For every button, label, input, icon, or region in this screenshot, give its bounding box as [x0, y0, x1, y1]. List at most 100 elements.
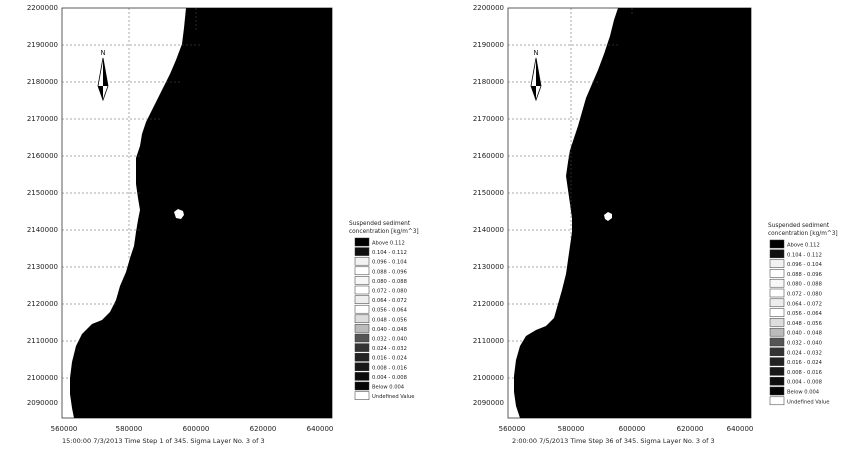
legend-entry-label: 0.016 - 0.024: [372, 356, 408, 362]
legend-title: concentration [kg/m^3]: [768, 231, 838, 237]
x-axis-ticks: 560000 580000 600000 620000 640000: [499, 425, 754, 433]
legend-swatch: [769, 396, 785, 406]
legend-entry-label: 0.064 - 0.072: [372, 298, 407, 304]
legend-entry-label: 0.016 - 0.024: [787, 360, 823, 366]
legend-swatch: [769, 376, 785, 386]
legend-swatch: [354, 343, 370, 352]
x-tick-label: 640000: [727, 425, 754, 433]
map-caption: 15:00:00 7/3/2013 Time Step 1 of 345. Si…: [62, 437, 265, 445]
y-tick-label: 2190000: [473, 41, 504, 49]
x-tick-label: 620000: [677, 425, 704, 433]
y-tick-label: 2100000: [27, 374, 58, 382]
legend-title: Suspended sediment: [349, 221, 411, 227]
legend: Suspended sediment concentration [kg/m^3…: [349, 221, 419, 400]
legend-entry-label: Above 0.112: [787, 243, 820, 249]
x-tick-label: 560000: [51, 425, 78, 433]
legend-entry-label: 0.096 - 0.104: [787, 262, 823, 268]
legend-swatch: [354, 247, 370, 256]
legend-title: concentration [kg/m^3]: [349, 229, 419, 235]
y-tick-label: 2150000: [473, 189, 504, 197]
legend-entry-label: 0.004 - 0.008: [372, 375, 407, 381]
legend-swatch: [354, 372, 370, 381]
map-panel-left: N 2200000 2190000 2180000 2170000 216000…: [27, 4, 419, 445]
legend-swatch: [769, 269, 785, 278]
y-tick-label: 2100000: [473, 374, 504, 382]
x-tick-label: 640000: [307, 425, 334, 433]
legend-swatch: [354, 295, 370, 304]
legend-swatch: [354, 391, 370, 400]
y-tick-label: 2120000: [473, 300, 504, 308]
legend-swatch: [354, 333, 370, 343]
legend-swatch: [354, 304, 370, 314]
legend-entry-label: 0.024 - 0.032: [787, 350, 822, 356]
legend-entry-label: 0.032 - 0.040: [372, 337, 407, 343]
legend-swatch: [769, 249, 785, 259]
legend-entry-label: 0.072 - 0.080: [372, 289, 407, 295]
y-tick-label: 2170000: [27, 115, 58, 123]
legend-swatch: [769, 288, 785, 298]
x-tick-label: 580000: [558, 425, 585, 433]
legend-entry-label: Above 0.112: [372, 241, 405, 247]
legend-swatch: [769, 327, 785, 337]
legend-entry-label: 0.008 - 0.016: [372, 365, 407, 371]
north-label: N: [533, 49, 538, 57]
y-tick-label: 2150000: [27, 189, 58, 197]
sea-area: [70, 8, 332, 418]
legend-swatch: [769, 239, 785, 249]
legend-swatch: [354, 266, 370, 276]
y-tick-label: 2140000: [473, 226, 504, 234]
legend-entry-label: Below 0.004: [372, 385, 405, 391]
legend-entry-label: 0.072 - 0.080: [787, 292, 822, 298]
legend-swatch: [354, 324, 370, 333]
legend-entry-label: 0.080 - 0.088: [787, 282, 822, 288]
legend-swatch: [769, 386, 785, 396]
legend-entry-label: 0.048 - 0.056: [372, 317, 407, 323]
y-tick-label: 2090000: [473, 399, 504, 407]
legend-entry-label: 0.056 - 0.064: [787, 311, 823, 317]
legend-swatch: [354, 352, 370, 362]
legend-entry-label: 0.008 - 0.016: [787, 370, 822, 376]
legend-entry-label: 0.088 - 0.096: [372, 269, 407, 275]
y-tick-label: 2190000: [27, 41, 58, 49]
island: [604, 212, 612, 221]
y-tick-label: 2200000: [473, 4, 504, 12]
legend-entry-label: 0.040 - 0.048: [787, 331, 822, 337]
y-axis-ticks: 2200000 2190000 2180000 2170000 2160000 …: [473, 4, 504, 407]
legend-entry-label: Undefined Value: [787, 399, 830, 405]
legend-swatch: [769, 278, 785, 288]
legend-swatch: [769, 357, 785, 366]
north-arrow-icon: N: [530, 49, 542, 102]
legend-entry-label: 0.048 - 0.056: [787, 321, 822, 327]
north-label: N: [100, 49, 105, 57]
x-tick-label: 600000: [619, 425, 646, 433]
legend-entry-label: 0.088 - 0.096: [787, 272, 822, 278]
legend-swatch: [769, 337, 785, 347]
x-tick-label: 580000: [116, 425, 143, 433]
legend-entry-label: Undefined Value: [372, 394, 415, 400]
map-caption: 2:00:00 7/5/2013 Time Step 36 of 345. Si…: [512, 437, 715, 445]
legend-swatch: [769, 259, 785, 268]
y-tick-label: 2170000: [473, 115, 504, 123]
x-axis-ticks: 560000 580000 600000 620000 640000: [51, 425, 334, 433]
y-tick-label: 2140000: [27, 226, 58, 234]
legend-swatch: [354, 314, 370, 324]
legend-title: Suspended sediment: [768, 223, 830, 229]
legend-swatch: [354, 237, 370, 247]
x-tick-label: 560000: [499, 425, 526, 433]
legend: Suspended sediment concentration [kg/m^3…: [768, 223, 838, 405]
legend-swatch: [354, 381, 370, 391]
x-tick-label: 600000: [183, 425, 210, 433]
map-panel-right: N 2200000 2190000 2180000 2170000 216000…: [473, 4, 838, 445]
x-tick-label: 620000: [250, 425, 277, 433]
grid-lines: [508, 8, 633, 379]
legend-swatch: [769, 367, 785, 376]
legend-swatch: [769, 298, 785, 308]
legend-swatch: [769, 318, 785, 327]
sea-area: [514, 8, 751, 418]
y-tick-label: 2130000: [27, 263, 58, 271]
legend-entry-label: 0.104 - 0.112: [372, 250, 407, 256]
legend-entry-label: 0.024 - 0.032: [372, 346, 407, 352]
north-arrow-icon: N: [97, 49, 109, 102]
y-tick-label: 2110000: [27, 337, 58, 345]
